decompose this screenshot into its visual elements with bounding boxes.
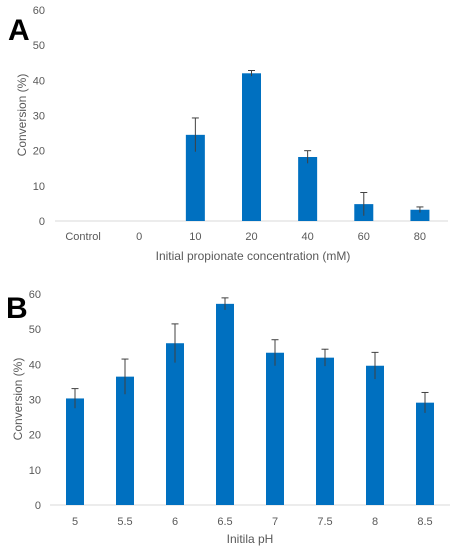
panel-a-bar xyxy=(242,73,261,221)
panel-a-x-tick-label: 0 xyxy=(136,231,142,243)
panel-a-bar xyxy=(298,156,318,221)
panel-a-x-tick-label: 60 xyxy=(358,231,370,243)
panel-b-y-tick-label: 10 xyxy=(29,465,41,477)
panel-a-x-tick-label: Control xyxy=(65,231,100,243)
panel-a-x-tick-label: 40 xyxy=(302,231,314,243)
panel-a-x-tick-label: 10 xyxy=(189,231,201,243)
panel-b-x-tick-label: 8 xyxy=(372,516,378,528)
panel-a-x-tick-label: 20 xyxy=(245,231,257,243)
panel-b-letter: B xyxy=(6,292,28,325)
panel-a-y-tick-label: 10 xyxy=(33,181,45,193)
panel-a-y-tick-label: 60 xyxy=(33,5,45,17)
panel-a-letter: A xyxy=(8,14,30,47)
panel-a-y-tick-label: 20 xyxy=(33,146,45,158)
panel-b-x-tick-label: 6 xyxy=(172,516,178,528)
panel-b-bar xyxy=(416,402,434,505)
panel-b-x-tick-label: 8.5 xyxy=(417,516,432,528)
panel-a-chart: A Conversion (%) Initial propionate conc… xyxy=(8,5,448,263)
panel-a-y-axis-title: Conversion (%) xyxy=(15,74,29,157)
panel-b-bar xyxy=(216,303,234,505)
panel-b-bar xyxy=(116,376,134,505)
panel-b-x-tick-label: 7.5 xyxy=(317,516,332,528)
panel-b-bar xyxy=(266,352,284,505)
panel-b-y-tick-label: 40 xyxy=(29,359,41,371)
panel-a-x-axis-title: Initial propionate concentration (mM) xyxy=(156,249,351,263)
panel-b-y-tick-label: 60 xyxy=(29,289,41,301)
panel-a-y-tick-label: 50 xyxy=(33,40,45,52)
panel-a-x-tick-label: 80 xyxy=(414,231,426,243)
panel-b-bar xyxy=(316,357,334,505)
panel-a-y-tick-label: 30 xyxy=(33,111,45,123)
panel-b-x-tick-label: 7 xyxy=(272,516,278,528)
panel-b-x-tick-label: 5 xyxy=(72,516,78,528)
panel-b-bar xyxy=(66,398,84,505)
panel-b-y-tick-label: 0 xyxy=(35,500,41,512)
panel-a-bar xyxy=(410,209,430,221)
panel-b-y-axis-title: Conversion (%) xyxy=(11,358,25,441)
panel-b-bar xyxy=(166,343,184,505)
panel-a-y-tick-label: 40 xyxy=(33,75,45,87)
panel-b-y-tick-label: 50 xyxy=(29,324,41,336)
panel-b-y-tick-label: 20 xyxy=(29,430,41,442)
panel-a-y-tick-label: 0 xyxy=(39,216,45,228)
panel-b-chart: B Conversion (%) Initila pH 0 10 20 30 40 50 6… xyxy=(6,289,450,546)
panel-b-x-axis-title: Initila pH xyxy=(227,532,274,546)
panel-b-x-tick-label: 5.5 xyxy=(117,516,132,528)
panel-b-x-tick-label: 6.5 xyxy=(217,516,232,528)
panel-b-bar xyxy=(366,365,384,505)
panel-b-y-tick-label: 30 xyxy=(29,395,41,407)
panel-a-bar xyxy=(185,134,205,221)
